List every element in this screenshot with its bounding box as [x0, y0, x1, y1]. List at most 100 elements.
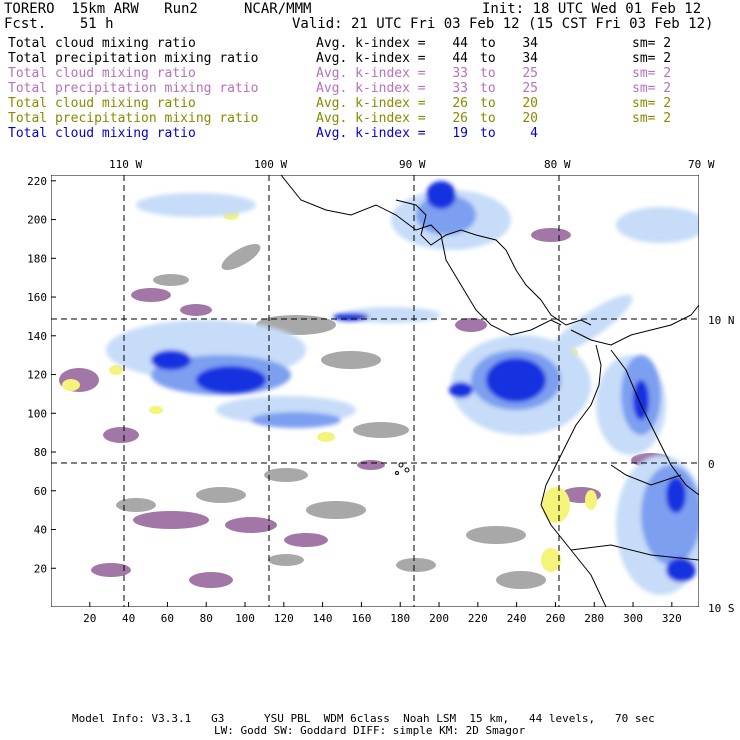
- legend-row: Total precipitation mixing ratio Avg. k-…: [8, 111, 671, 126]
- light-blue-patch: [136, 193, 256, 217]
- yellow-patch: [585, 490, 597, 510]
- legend-label: Total precipitation mixing ratio: [8, 111, 259, 126]
- deep-blue-patch: [151, 350, 191, 370]
- yellow-patch: [109, 365, 123, 375]
- x-tick-label: 60: [161, 612, 174, 625]
- legend-from: 26: [452, 111, 468, 126]
- mid-blue-patch: [251, 412, 341, 428]
- gray-patch: [466, 526, 526, 544]
- gray-patch: [353, 422, 409, 438]
- central-america-coast: [280, 175, 562, 336]
- legend-from: 26: [452, 96, 468, 111]
- x-tick-label: 240: [507, 612, 527, 625]
- andes-border: [610, 349, 699, 496]
- lon-label: 110 W: [109, 158, 143, 171]
- init-time: Init: 18 UTC Wed 01 Feb 12: [482, 1, 702, 17]
- legend-label: Total cloud mixing ratio: [8, 36, 196, 51]
- forecast-hour: Fcst. 51 h: [4, 16, 114, 32]
- legend-to-word: to: [480, 51, 496, 66]
- deep-blue-patch: [666, 558, 696, 582]
- y-tick-label: 120: [27, 369, 47, 382]
- lon-label: 80 W: [544, 158, 571, 171]
- legend-kindex: Avg. k-index =: [316, 66, 426, 81]
- y-tick-label: 100: [27, 407, 47, 420]
- galapagos-island: [395, 471, 399, 475]
- x-tick-label: 140: [313, 612, 333, 625]
- legend-to: 34: [522, 36, 538, 51]
- legend-from: 33: [452, 66, 468, 81]
- legend-to-word: to: [480, 81, 496, 96]
- legend-to: 25: [522, 81, 538, 96]
- deep-blue-patch: [449, 382, 473, 398]
- legend-to-word: to: [480, 126, 496, 141]
- gray-patch: [221, 244, 261, 270]
- purple-patch: [133, 511, 209, 529]
- gray-patch: [306, 501, 366, 519]
- legend-to-word: to: [480, 111, 496, 126]
- y-tick-label: 40: [34, 524, 47, 537]
- legend-to: 4: [530, 126, 538, 141]
- x-tick-label: 220: [468, 612, 488, 625]
- purple-patch: [225, 517, 277, 533]
- legend-kindex: Avg. k-index =: [316, 81, 426, 96]
- purple-patch: [91, 563, 131, 577]
- x-tick-label: 160: [351, 612, 371, 625]
- galapagos-island: [404, 467, 410, 473]
- light-blue-patch: [616, 207, 699, 243]
- gray-patch: [496, 571, 546, 589]
- legend-label: Total cloud mixing ratio: [8, 126, 196, 141]
- y-tick-label: 60: [34, 485, 47, 498]
- legend-kindex: Avg. k-index =: [316, 36, 426, 51]
- x-tick-label: 320: [662, 612, 682, 625]
- deep-blue-patch: [666, 477, 686, 513]
- yellow-patch: [317, 432, 335, 442]
- legend-sm: sm= 2: [632, 111, 672, 126]
- legend-to-word: to: [480, 66, 496, 81]
- lat-lon-grid: [51, 175, 699, 607]
- x-tick-label: 40: [122, 612, 135, 625]
- purple-patch: [531, 228, 571, 242]
- legend-row: Total cloud mixing ratio Avg. k-index = …: [8, 36, 671, 51]
- legend-from: 44: [452, 36, 468, 51]
- legend-kindex: Avg. k-index =: [316, 126, 426, 141]
- yellow-patch: [62, 379, 80, 391]
- purple-patch: [180, 304, 212, 316]
- legend-sm: sm= 2: [632, 51, 672, 66]
- legend-from: 33: [452, 81, 468, 96]
- caribbean-coast: [395, 199, 592, 326]
- y-tick-label: 160: [27, 291, 47, 304]
- legend-from: 44: [452, 51, 468, 66]
- legend-to: 20: [522, 111, 538, 126]
- x-tick-label: 200: [429, 612, 449, 625]
- lat-label: 10 S: [708, 602, 735, 615]
- legend-to: 34: [522, 51, 538, 66]
- lat-label: 0: [708, 458, 715, 471]
- legend-label: Total cloud mixing ratio: [8, 66, 196, 81]
- x-tick-label: 300: [623, 612, 643, 625]
- gray-patch: [153, 274, 189, 286]
- legend-sm: sm= 2: [632, 81, 672, 96]
- purple-patch: [131, 288, 171, 302]
- yellow-patch: [541, 548, 561, 572]
- legend-kindex: Avg. k-index =: [316, 51, 426, 66]
- purple-patch: [357, 460, 385, 470]
- x-tick-label: 260: [545, 612, 565, 625]
- deep-blue-patch: [333, 313, 369, 321]
- legend-label: Total precipitation mixing ratio: [8, 51, 259, 66]
- x-tick-label: 20: [83, 612, 96, 625]
- yellow-patch: [149, 406, 163, 414]
- purple-patch: [189, 572, 233, 588]
- y-tick-label: 20: [34, 562, 47, 575]
- gray-patch: [196, 487, 246, 503]
- physics-info: LW: Godd SW: Goddard DIFF: simple KM: 2D…: [214, 724, 526, 737]
- legend-sm: sm= 2: [632, 66, 672, 81]
- legend-from: 19: [452, 126, 468, 141]
- purple-patch: [284, 533, 328, 547]
- institution-label: NCAR/MMM: [244, 1, 312, 17]
- deep-blue-patch: [486, 358, 546, 402]
- x-tick-label: 120: [274, 612, 294, 625]
- deep-blue-patch: [633, 380, 649, 420]
- lat-label: 10 N: [708, 314, 735, 327]
- legend-kindex: Avg. k-index =: [316, 96, 426, 111]
- legend-row: Total cloud mixing ratio Avg. k-index = …: [8, 126, 538, 141]
